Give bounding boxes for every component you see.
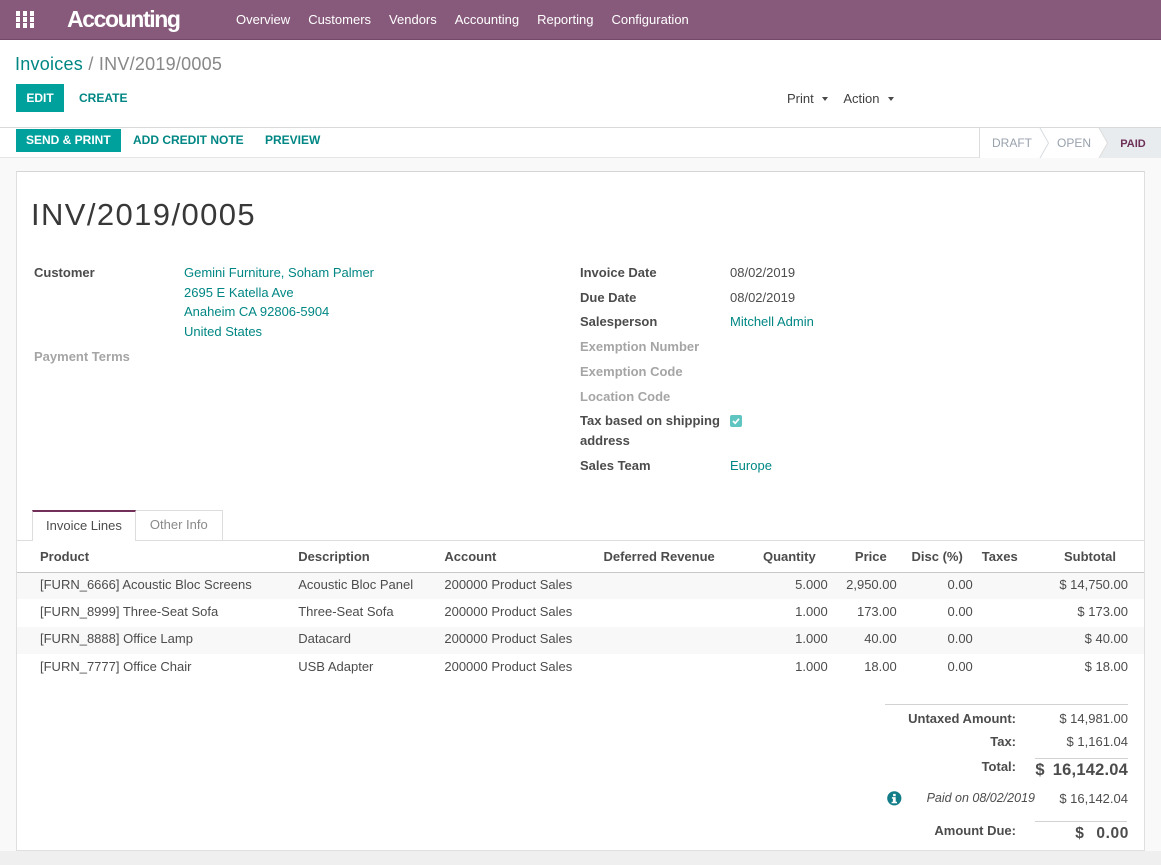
svg-text:DRAFT: DRAFT xyxy=(992,136,1033,150)
svg-text:OPEN: OPEN xyxy=(1057,136,1091,150)
svg-text:PAID: PAID xyxy=(1120,138,1146,150)
